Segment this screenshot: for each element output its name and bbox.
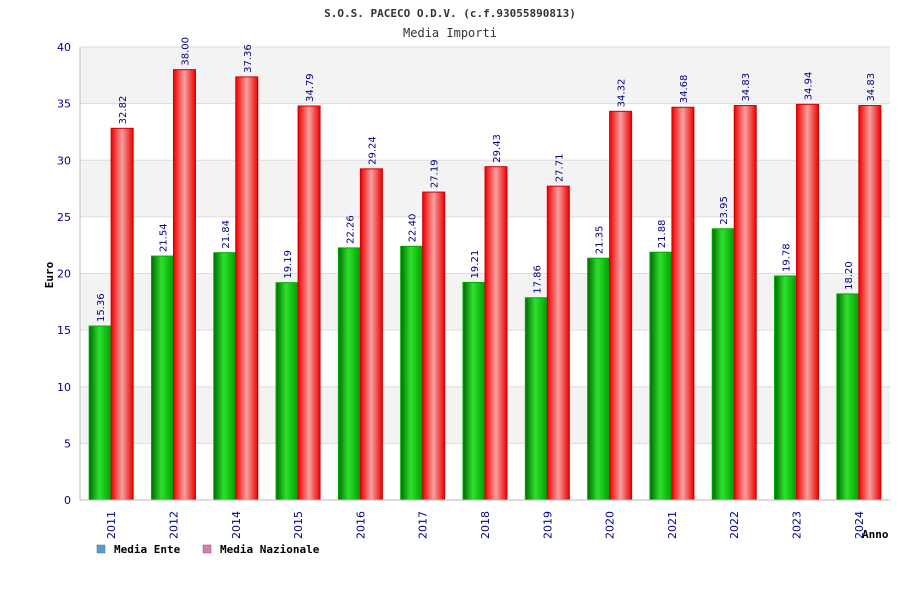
x-tick-label: 2015 bbox=[292, 511, 305, 539]
bar-media-ente-2023 bbox=[774, 275, 798, 501]
bar-media-ente-2019 bbox=[524, 297, 548, 501]
legend: Media Ente Media Nazionale bbox=[96, 543, 320, 556]
value-label: 19.78 bbox=[782, 243, 793, 272]
grid-band bbox=[80, 103, 890, 161]
bar-media-ente-2012 bbox=[150, 255, 174, 501]
grid-band bbox=[80, 47, 890, 104]
legend-label: Media Nazionale bbox=[220, 543, 320, 556]
y-tick-label: 0 bbox=[64, 494, 71, 507]
bars bbox=[88, 69, 882, 501]
y-tick-label: 20 bbox=[57, 268, 71, 281]
bar-media-nazionale-2019 bbox=[546, 185, 570, 501]
x-tick-label: 2011 bbox=[105, 511, 118, 539]
value-label: 29.43 bbox=[492, 134, 503, 163]
bar-media-nazionale-2015 bbox=[297, 105, 321, 501]
x-tick-label: 2017 bbox=[417, 511, 430, 539]
chart-title: S.O.S. PACECO O.D.V. (c.f.93055890813) bbox=[324, 7, 576, 20]
x-tick-label: 2023 bbox=[791, 511, 804, 539]
y-tick-label: 35 bbox=[57, 98, 71, 111]
x-axis-label: Anno bbox=[862, 528, 889, 541]
value-label: 34.83 bbox=[741, 73, 752, 102]
value-label: 34.79 bbox=[305, 73, 316, 102]
value-label: 22.26 bbox=[345, 215, 356, 244]
value-label: 34.83 bbox=[866, 73, 877, 102]
x-tick-label: 2019 bbox=[541, 511, 554, 539]
value-label: 21.88 bbox=[657, 220, 668, 249]
bar-media-nazionale-2014 bbox=[235, 76, 259, 501]
bar-media-ente-2021 bbox=[649, 251, 673, 501]
value-label: 18.20 bbox=[844, 261, 855, 290]
x-tick-label: 2022 bbox=[728, 511, 741, 539]
x-tick-label: 2016 bbox=[354, 511, 367, 539]
x-tick-label: 2012 bbox=[167, 511, 180, 539]
value-label: 34.32 bbox=[617, 79, 628, 108]
bar-media-ente-2017 bbox=[400, 245, 424, 501]
value-label: 32.82 bbox=[118, 96, 129, 125]
value-label: 17.86 bbox=[532, 265, 543, 294]
value-label: 27.71 bbox=[554, 154, 565, 183]
bar-media-ente-2018 bbox=[462, 281, 486, 501]
bar-media-ente-2014 bbox=[213, 252, 237, 501]
value-label: 23.95 bbox=[719, 196, 730, 225]
legend-swatch bbox=[96, 544, 106, 554]
value-label: 38.00 bbox=[180, 37, 191, 66]
bar-media-ente-2011 bbox=[88, 325, 112, 501]
value-label: 34.94 bbox=[804, 72, 815, 101]
value-label: 19.21 bbox=[470, 250, 481, 279]
value-label: 21.54 bbox=[158, 223, 169, 252]
value-label: 34.68 bbox=[679, 75, 690, 104]
value-label: 27.19 bbox=[430, 159, 441, 188]
value-label: 15.36 bbox=[96, 293, 107, 322]
value-label: 21.35 bbox=[595, 226, 606, 255]
value-label: 22.40 bbox=[408, 214, 419, 243]
x-tick-label: 2020 bbox=[604, 511, 617, 539]
y-tick-label: 30 bbox=[57, 154, 71, 167]
y-tick-label: 25 bbox=[57, 211, 71, 224]
value-labels: 15.36 32.82 21.54 38.00 21.84 37.36 19.19 34.79… bbox=[96, 37, 877, 322]
bar-media-nazionale-2024 bbox=[858, 105, 882, 501]
x-tick-label: 2018 bbox=[479, 511, 492, 539]
y-tick-label: 15 bbox=[57, 324, 71, 337]
bar-media-nazionale-2011 bbox=[110, 127, 134, 501]
bar-media-nazionale-2020 bbox=[609, 110, 633, 501]
value-label: 29.24 bbox=[367, 136, 378, 165]
bar-media-nazionale-2012 bbox=[172, 69, 196, 501]
y-tick-label: 10 bbox=[57, 381, 71, 394]
bar-media-ente-2016 bbox=[337, 247, 361, 501]
bar-media-nazionale-2023 bbox=[796, 103, 820, 501]
x-tick-label: 2014 bbox=[230, 511, 243, 539]
chart-subtitle: Media Importi bbox=[403, 26, 497, 40]
bar-media-ente-2015 bbox=[275, 282, 299, 501]
bar-media-nazionale-2022 bbox=[733, 105, 757, 501]
bar-media-nazionale-2021 bbox=[671, 106, 695, 501]
value-label: 37.36 bbox=[243, 44, 254, 73]
bar-media-nazionale-2016 bbox=[359, 168, 383, 501]
bar-media-ente-2020 bbox=[587, 257, 611, 501]
bar-media-nazionale-2018 bbox=[484, 166, 508, 501]
y-tick-label: 40 bbox=[57, 41, 71, 54]
bar-media-nazionale-2017 bbox=[422, 191, 446, 501]
legend-label: Media Ente bbox=[114, 543, 181, 556]
bar-media-ente-2024 bbox=[836, 293, 860, 501]
value-label: 21.84 bbox=[221, 220, 232, 249]
legend-swatch bbox=[202, 544, 212, 554]
x-tick-label: 2024 bbox=[853, 511, 866, 539]
x-tick-label: 2021 bbox=[666, 511, 679, 539]
value-label: 19.19 bbox=[283, 250, 294, 279]
y-axis-label: Euro bbox=[43, 261, 56, 288]
axes: 2011 2012 2014 2015 2016 2017 2018 2019 2020 2021… bbox=[57, 41, 890, 539]
bar-media-ente-2022 bbox=[711, 228, 735, 501]
y-tick-label: 5 bbox=[64, 437, 71, 450]
